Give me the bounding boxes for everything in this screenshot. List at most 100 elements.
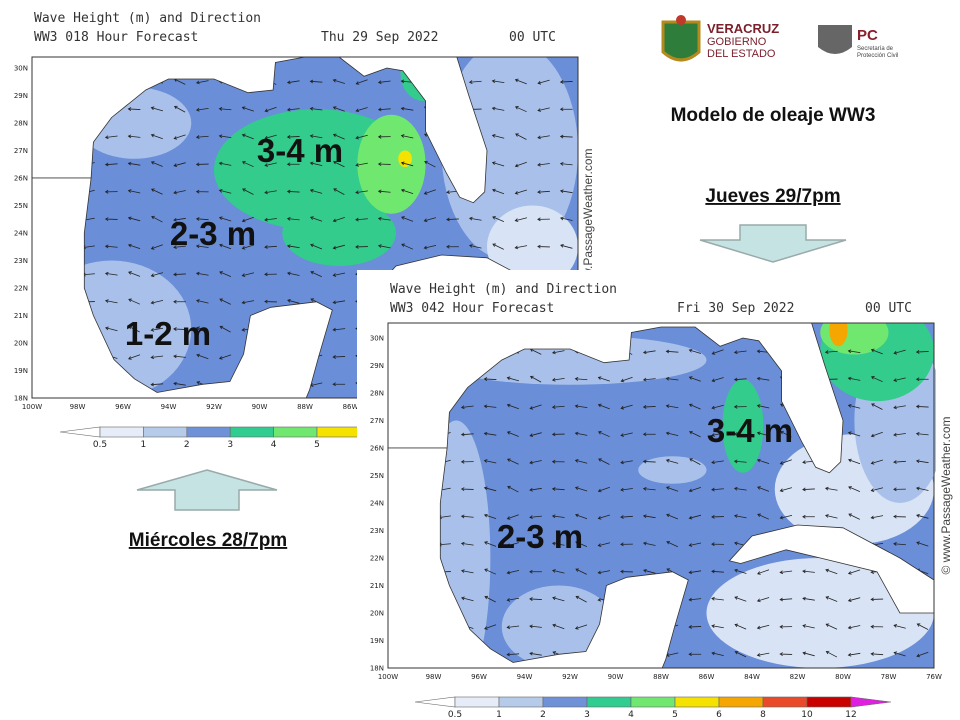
direction-arrow [824,350,838,354]
direction-arrow [642,350,656,355]
direction-arrow [309,134,323,139]
direction-arrow [506,458,519,465]
colorbar-label: 0.5 [93,440,107,450]
direction-arrow [689,458,701,466]
direction-arrow [893,349,906,355]
direction-arrow [779,459,792,465]
direction-arrow [848,486,861,492]
land [388,447,689,668]
direction-arrow [597,542,611,547]
direction-arrow [196,326,209,332]
lon-label: 96W [115,403,131,411]
direction-arrow [597,486,610,493]
direction-arrow [620,515,633,519]
direction-arrow [893,624,906,629]
direction-arrow [893,405,906,410]
direction-arrow [377,162,391,167]
direction-arrow [483,404,497,409]
direction-arrow [286,107,300,112]
direction-arrow [218,134,232,139]
direction-arrow [506,514,519,520]
direction-arrow [529,432,542,438]
direction-arrow [173,217,186,222]
direction-arrow [551,514,565,519]
lat-label: 18N [14,395,28,403]
direction-arrow [264,162,277,167]
direction-arrow [150,161,163,167]
direction-arrow [423,189,436,195]
direction-arrow [401,216,414,222]
direction-arrow [506,403,519,410]
logo-text: VERACRUZ [707,21,779,36]
region-label: 2-3 m [170,215,256,252]
direction-arrow [332,382,346,387]
direction-arrow [128,325,140,333]
direction-arrow [620,569,633,574]
direction-arrow [779,570,793,575]
direction-arrow [195,271,209,276]
direction-arrow [460,514,474,519]
colorbar-segment [674,696,720,708]
direction-arrow [506,431,519,437]
direction-arrow [196,353,209,360]
direction-arrow [484,568,497,575]
logo-text: PC [857,27,878,44]
map-header: 00 UTC [865,301,912,316]
direction-arrow [529,460,542,465]
region-label: 3-4 m [257,132,343,169]
direction-arrow [219,325,231,333]
direction-arrow [355,217,368,222]
direction-arrow [468,216,482,221]
direction-arrow [666,513,679,520]
direction-arrow [196,299,209,304]
direction-arrow [506,625,520,630]
direction-arrow [492,243,504,250]
map-lower: Wave Height (m) and Direction WW3 042 Hou… [370,282,953,720]
lat-label: 18N [370,665,384,673]
direction-arrow [893,432,906,437]
lat-label: 30N [14,65,28,73]
direction-arrow [460,459,474,464]
direction-arrow [779,515,793,520]
direction-arrow [597,431,610,438]
direction-arrow [574,624,588,630]
lat-label: 26N [14,175,28,183]
colorbar-cap [59,426,101,438]
direction-arrow [332,272,346,277]
colorbar-label: 4 [271,440,277,450]
direction-arrow [529,404,542,410]
direction-arrow [333,160,345,168]
logo-pc: PC Secretaría de Protección Civil [818,25,898,59]
direction-arrow [355,190,368,195]
direction-arrow [491,106,505,111]
colorbar-segment [630,696,676,708]
direction-arrow [401,243,414,250]
direction-arrow [309,161,323,166]
direction-arrow [104,271,118,276]
direction-arrow [642,541,656,546]
direction-arrow [665,349,679,354]
direction-arrow [733,432,747,437]
land [32,57,488,204]
colorbar-label: 12 [845,710,856,720]
direction-arrow [309,216,323,222]
map-header: WW3 042 Hour Forecast [390,301,554,316]
direction-arrow [711,432,724,437]
direction-arrow [264,272,277,277]
direction-arrow [173,190,186,195]
direction-arrow [642,486,656,491]
direction-arrow [286,271,300,276]
direction-arrow [377,107,391,112]
wave-zone [722,379,764,473]
direction-arrow [461,596,474,602]
direction-arrow [870,652,884,656]
direction-arrow [665,376,679,381]
direction-arrow [574,459,588,464]
direction-arrow [711,404,724,410]
direction-arrow [559,107,573,112]
lat-label: 29N [14,92,28,100]
colorbar-label: 2 [184,440,190,450]
colorbar-segment [186,426,231,438]
direction-arrow [506,542,520,548]
direction-arrow [460,487,474,492]
